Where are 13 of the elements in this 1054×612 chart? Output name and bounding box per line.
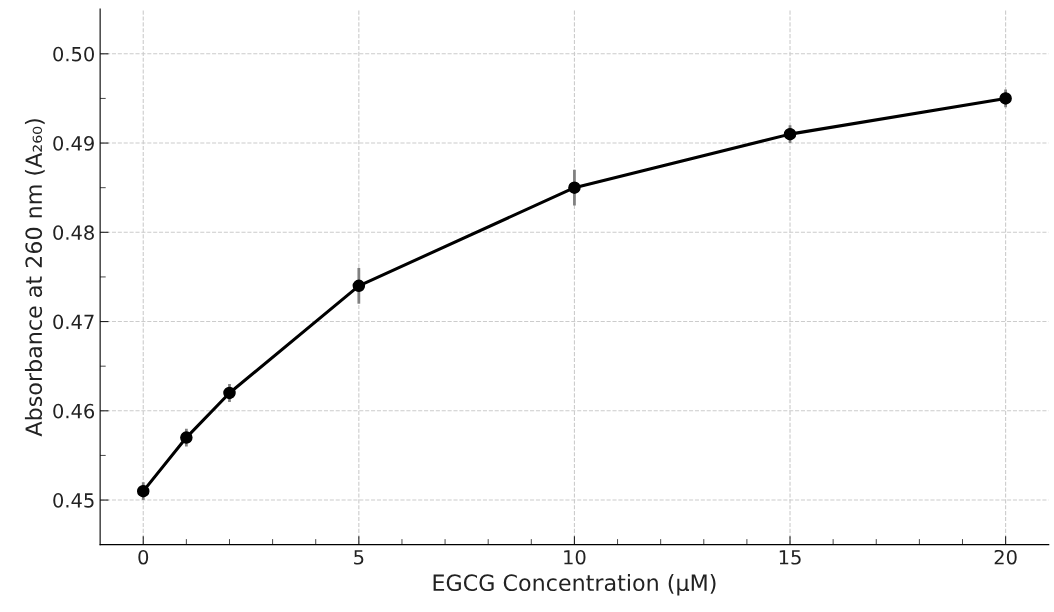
x-tick-label: 20	[994, 549, 1017, 565]
y-tick-label: 0.46	[53, 403, 95, 419]
x-axis-title: EGCG Concentration (μM)	[433, 573, 716, 596]
y-tick-label: 0.47	[53, 314, 94, 330]
y-tick-label: 0.49	[53, 136, 94, 151]
x-tick-label: 0	[138, 549, 149, 565]
x-tick-label: 15	[779, 550, 801, 565]
y-tick-label: 0.50	[53, 46, 94, 62]
y-axis-title: Absorbance at 260 nm (A₂₆₀)	[24, 119, 45, 437]
x-tick-label: 10	[564, 549, 586, 565]
y-tick-label: 0.45	[53, 493, 94, 508]
y-tick-label: 0.48	[53, 225, 94, 240]
x-tick-label: 5	[354, 550, 364, 565]
